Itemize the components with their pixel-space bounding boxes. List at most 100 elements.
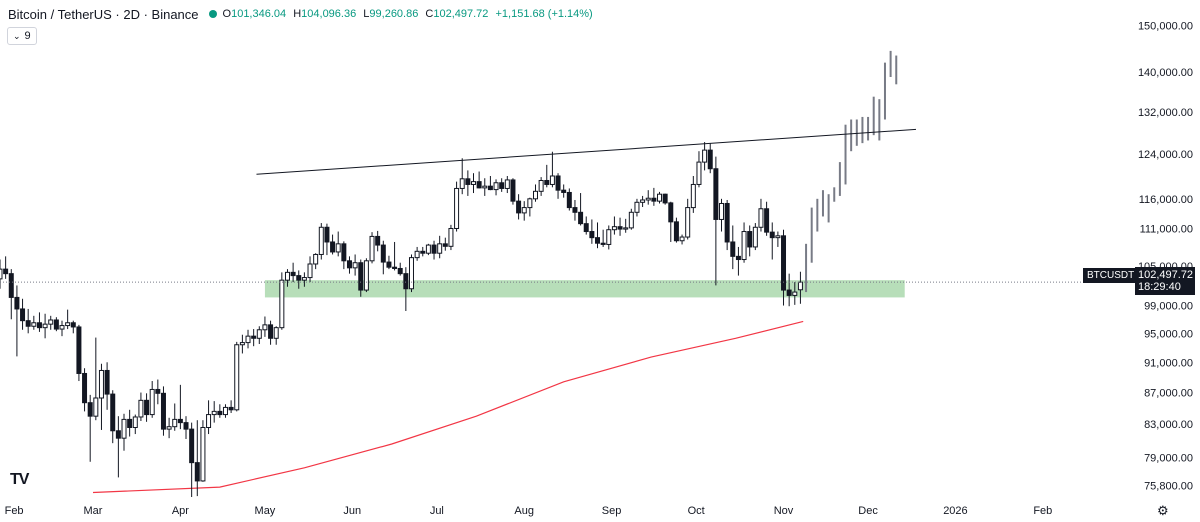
candle [397,262,403,276]
candle-body-down [358,262,364,291]
candle [279,272,285,330]
candle [673,217,679,243]
candle [53,317,59,332]
candle-body-down [296,275,302,281]
candle-body-up [0,268,3,280]
candle [239,334,245,354]
candle [341,241,347,270]
candle [645,190,651,205]
candle-body-up [690,183,696,209]
indicator-toggle[interactable]: ⌄ 9 [7,27,37,45]
candle-body-down [8,273,14,298]
tradingview-logo[interactable]: TV [10,471,29,488]
candle [583,216,589,235]
x-tick-label: Aug [514,505,534,517]
x-tick-label: Nov [774,505,794,517]
candle [538,177,544,196]
candle-body-down [115,430,121,439]
candle-body-down [668,202,674,223]
candle [521,201,527,221]
candle-body-down [764,208,770,233]
candle-body-up [792,291,798,296]
candle-body-up [685,207,691,238]
candle [510,178,516,205]
x-tick-label: Feb [5,505,24,517]
candle-body-down [397,267,403,275]
candle [307,256,313,283]
candle [48,315,54,330]
close-value: 102,497.72 [433,8,489,20]
candle-body-up [284,271,290,281]
candle [470,173,476,194]
candle [685,198,691,240]
candle [144,393,150,422]
candle [589,219,595,244]
y-tick-label: 140,000.00 [1138,67,1193,79]
candle [696,151,702,188]
y-tick-label: 124,000.00 [1138,149,1193,161]
candle-body-up [138,399,144,418]
candle-body-up [42,323,48,329]
candle-body-down [346,260,352,269]
candle-body-up [408,257,414,290]
candle [127,409,133,437]
candle-body-down [730,241,736,257]
y-tick-label: 75,800.00 [1144,480,1193,492]
symbol-title[interactable]: Bitcoin / TetherUS · 2D · Binance [8,6,199,22]
candle-body-down [330,241,336,253]
last-price-value: 102,497.72 [1138,269,1194,281]
candle-body-up [234,344,240,411]
candle-body-up [414,250,420,259]
candle [566,188,572,211]
candle-body-up [172,418,178,428]
x-tick-label: Mar [84,505,103,517]
candle-body-down [735,255,741,261]
candle-body-down [662,193,668,204]
candle [36,312,42,332]
candle-body-down [578,211,584,225]
candle [386,255,392,270]
candle [183,416,189,440]
bar-countdown: 18:29:40 [1138,281,1181,293]
candle [769,222,775,260]
candle-body-down [476,181,482,189]
x-tick-label: Feb [1033,505,1052,517]
candle [431,240,437,260]
candle [792,282,798,305]
candle-body-up [132,416,138,428]
candle [544,164,550,188]
candle [138,392,144,422]
support-zone [264,280,905,298]
candle [797,271,803,304]
candle [657,191,663,204]
y-tick-label: 83,000.00 [1144,419,1193,431]
candle [268,320,274,345]
candle-body-up [211,410,217,416]
candle-body-up [48,319,54,325]
candle [0,259,3,289]
candle-body-up [65,322,71,327]
candle [662,193,668,205]
candle-body-up [200,426,206,482]
candle-body-up [222,406,228,416]
candle-body-down [707,149,713,170]
candle-body-down [516,200,522,214]
indicator-count: 9 [24,30,31,42]
y-tick-label: 91,000.00 [1144,357,1193,369]
y-tick-label: 116,000.00 [1139,194,1193,206]
candle-body-up [206,414,212,428]
candle [555,173,561,199]
candle-body-up [696,161,702,185]
candle-body-up [279,279,285,329]
candle [476,171,482,189]
x-tick-label: Apr [172,505,189,517]
candle [172,403,178,431]
candle [611,216,617,235]
candle [93,337,99,421]
gear-icon[interactable]: ⚙ [1157,503,1169,518]
candle [121,413,127,451]
candle-body-down [786,289,792,296]
candle-body-down [341,243,347,262]
candle-body-down [290,271,296,277]
